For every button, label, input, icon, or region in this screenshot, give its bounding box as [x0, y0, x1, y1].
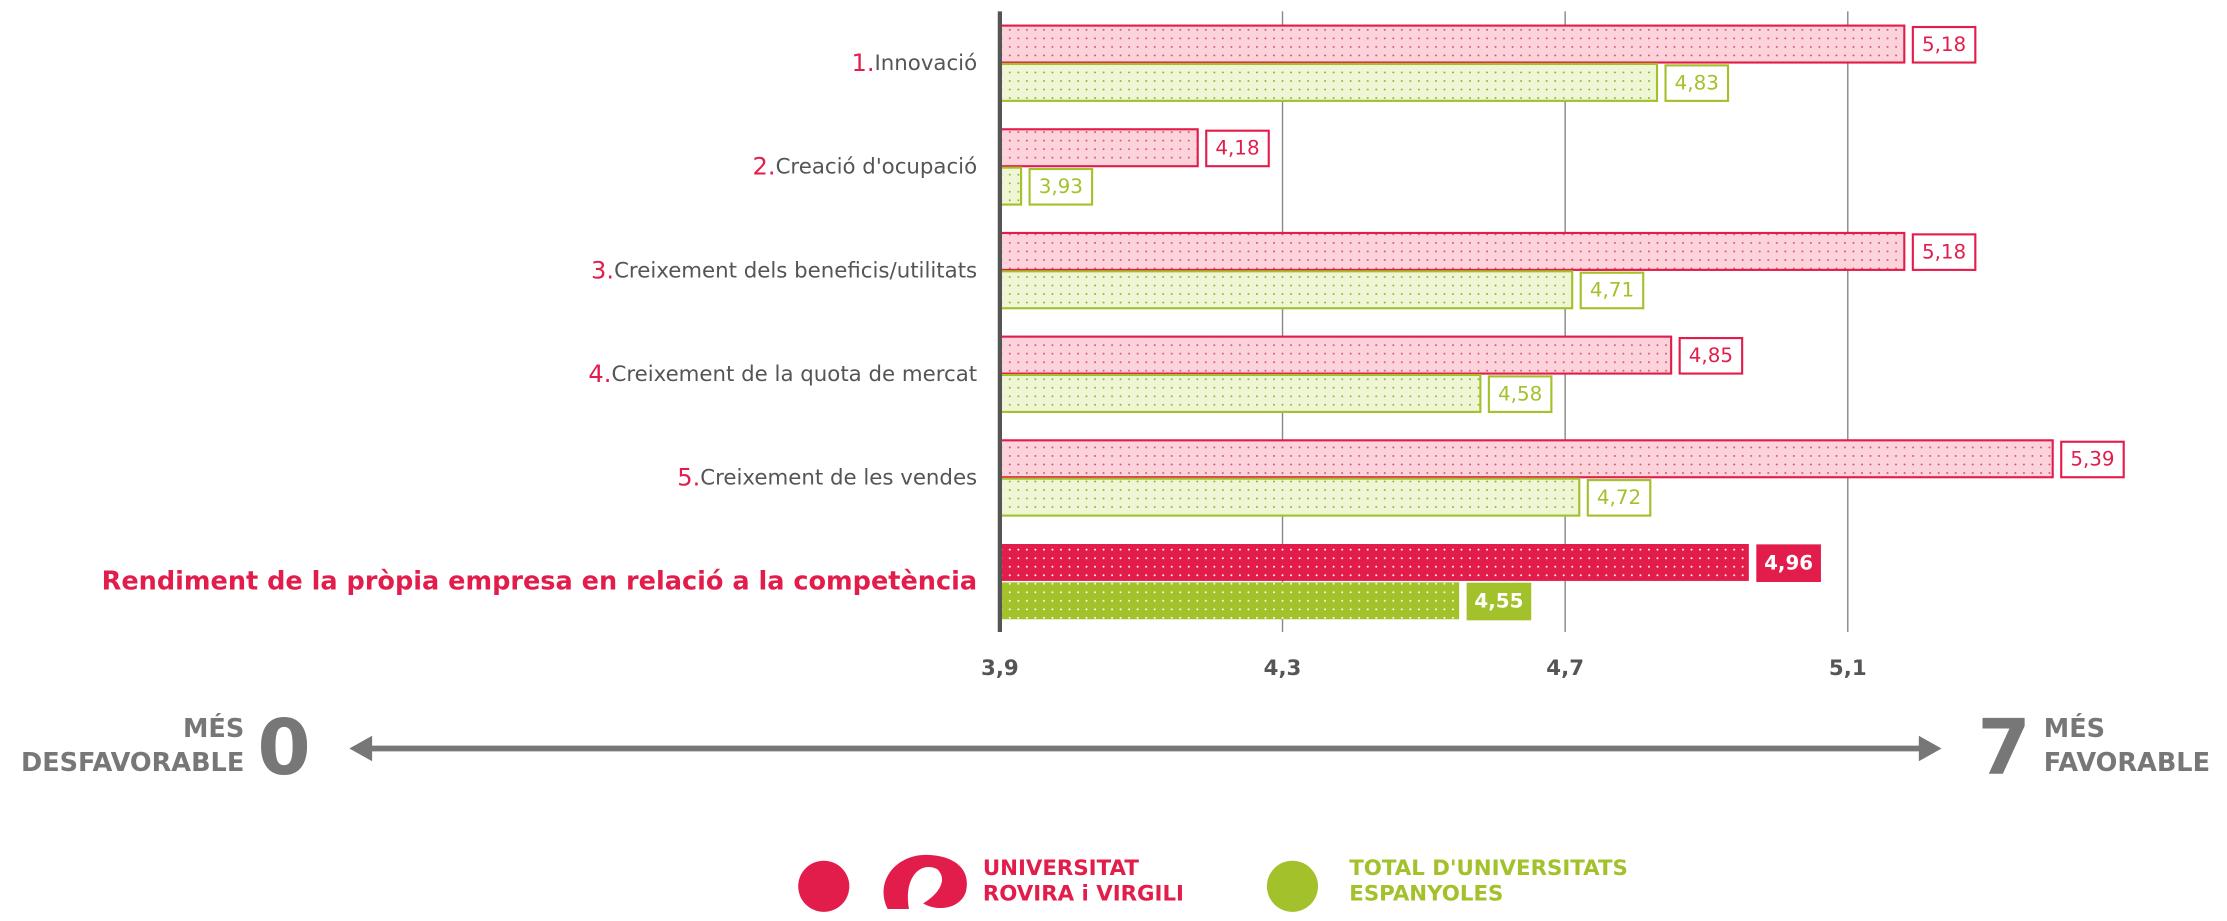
- scale-value: 7: [1977, 704, 2030, 793]
- bar: [998, 373, 1482, 413]
- value-label-box: [1466, 582, 1532, 621]
- legend-swatch: [1266, 860, 1319, 912]
- value-label: 4,55: [1474, 590, 1523, 613]
- value-label-box: [1756, 544, 1821, 582]
- bar: [998, 166, 1023, 206]
- category-name: Creixement dels beneficis/utilitats: [614, 258, 977, 283]
- value-label-box: [1579, 271, 1645, 310]
- category-label: 3.Creixement dels beneficis/utilitats: [591, 256, 977, 284]
- value-label: 5,18: [1922, 240, 1966, 263]
- value-label: 4,83: [1675, 71, 1719, 94]
- legend-entry: UNIVERSITAT ROVIRA i VIRGILI: [982, 855, 1184, 907]
- value-label-box: [1911, 25, 1977, 64]
- bar: [998, 128, 1199, 168]
- scale-word: FAVORABLE: [2044, 748, 2210, 778]
- bar: [998, 62, 1659, 102]
- scale-arrow: [349, 735, 1942, 762]
- value-label-box: [2060, 440, 2125, 479]
- category-label: 1.Innovació: [851, 49, 977, 77]
- value-label-box: [1028, 167, 1094, 206]
- bar: [998, 439, 2054, 479]
- scale-word: DESFAVORABLE: [21, 748, 244, 778]
- value-label-box: [1664, 64, 1730, 102]
- category-label: Rendiment de la pròpia empresa en relaci…: [102, 566, 977, 596]
- bar: [998, 24, 1906, 64]
- category-label: 5.Creixement de les vendes: [677, 464, 977, 492]
- value-label: 4,72: [1597, 486, 1641, 509]
- bar: [998, 231, 1906, 271]
- category-number: 3.: [591, 256, 614, 284]
- category-name: Creixement de les vendes: [700, 466, 977, 491]
- x-tick-label: 4,7: [1546, 656, 1584, 681]
- value-label: 5,39: [2070, 448, 2114, 471]
- value-label: 4,96: [1764, 551, 1813, 574]
- value-label-box: [1678, 336, 1744, 375]
- legend-label: UNIVERSITAT ROVIRA i VIRGILI: [982, 855, 1184, 907]
- x-tick-label: 5,1: [1829, 656, 1867, 681]
- arrow-head: [349, 735, 373, 762]
- bar: [998, 270, 1574, 310]
- value-label: 5,18: [1922, 33, 1966, 56]
- logo: [883, 854, 967, 910]
- bar: [999, 544, 1749, 581]
- value-label-box: [1586, 479, 1652, 517]
- bar: [999, 582, 1460, 620]
- value-label: 4,85: [1689, 344, 1733, 367]
- category-number: 5.: [677, 464, 700, 492]
- arrow-head: [1918, 735, 1942, 762]
- legend-swatch: [798, 860, 850, 912]
- scale-word: MÉS: [183, 714, 244, 744]
- x-tick-label: 3,9: [981, 656, 1019, 681]
- legend-label: TOTAL D'UNIVERSITATS ESPANYOLES: [1349, 855, 1628, 907]
- value-label-box: [1487, 375, 1553, 413]
- category-name: Rendiment de la pròpia empresa en relaci…: [102, 566, 977, 596]
- category-label: 4.Creixement de la quota de mercat: [588, 360, 977, 388]
- category-name: Innovació: [875, 51, 978, 76]
- category-name: Creació d'ocupació: [776, 155, 978, 180]
- value-label: 3,93: [1039, 175, 1083, 198]
- x-tick-label: 4,3: [1264, 656, 1302, 681]
- value-label-box: [1205, 129, 1270, 168]
- bar: [998, 477, 1581, 517]
- bar: [998, 335, 1673, 375]
- category-number: 1.: [851, 49, 874, 77]
- category-name: Creixement de la quota de mercat: [611, 362, 977, 387]
- category-label: 2.Creació d'ocupació: [753, 153, 978, 181]
- value-label: 4,71: [1590, 279, 1634, 302]
- legend-entry: TOTAL D'UNIVERSITATS ESPANYOLES: [1349, 855, 1628, 907]
- scale-word: MÉS: [2044, 714, 2105, 744]
- scale-value: 0: [257, 704, 310, 793]
- category-number: 4.: [588, 360, 611, 388]
- value-label-box: [1911, 233, 1977, 271]
- category-number: 2.: [753, 153, 776, 181]
- value-label: 4,18: [1215, 137, 1259, 160]
- value-label: 4,58: [1498, 382, 1542, 405]
